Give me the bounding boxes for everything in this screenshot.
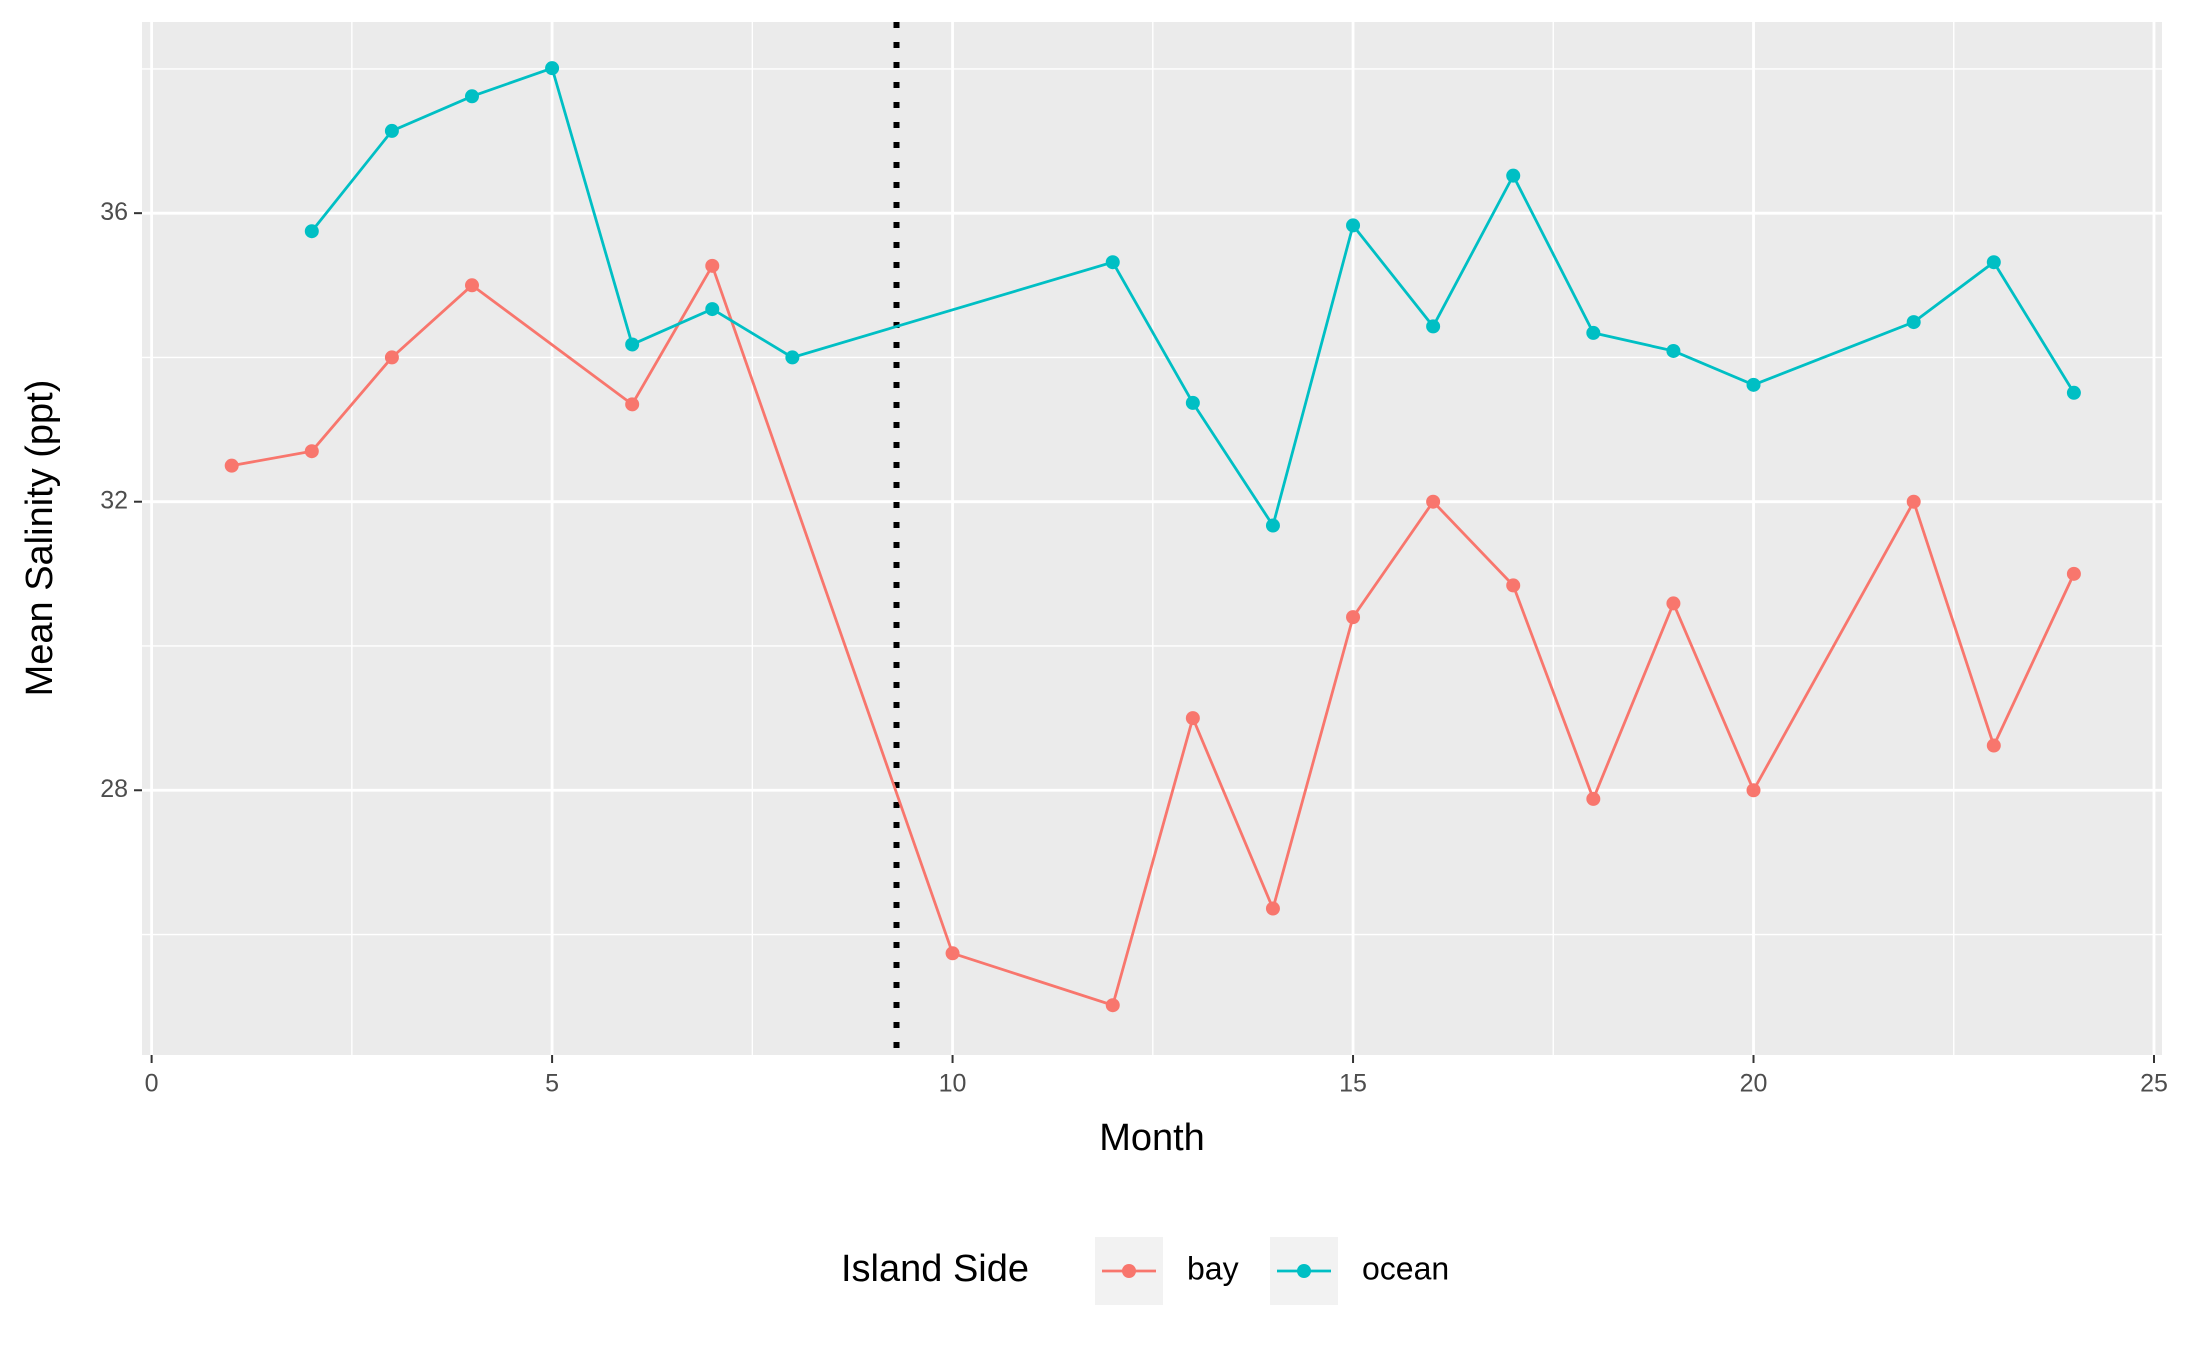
data-point — [785, 350, 800, 365]
x-tick-label: 20 — [1740, 1070, 1768, 1098]
x-tick-label: 5 — [545, 1070, 559, 1098]
data-point — [1506, 578, 1521, 593]
data-point — [945, 946, 960, 961]
data-point — [464, 278, 479, 293]
data-point — [625, 397, 640, 412]
data-point — [1346, 218, 1361, 233]
data-point — [1906, 494, 1921, 509]
data-point — [625, 337, 640, 352]
data-point — [1586, 325, 1601, 340]
data-point — [1105, 255, 1120, 270]
y-tick-label: 28 — [100, 775, 128, 803]
data-point — [1986, 738, 2001, 753]
legend-marker — [1297, 1264, 1311, 1278]
data-point — [304, 224, 319, 239]
data-point — [1426, 494, 1441, 509]
y-axis-title: Mean Salinity (ppt) — [19, 380, 61, 697]
legend-marker — [1122, 1264, 1136, 1278]
data-point — [705, 258, 720, 273]
data-point — [1666, 343, 1681, 358]
data-point — [1265, 901, 1280, 916]
data-point — [2066, 566, 2081, 581]
plot-panel — [142, 22, 2162, 1055]
data-point — [1185, 395, 1200, 410]
data-point — [384, 350, 399, 365]
data-point — [1746, 783, 1761, 798]
data-point — [464, 89, 479, 104]
data-point — [224, 458, 239, 473]
data-point — [1426, 319, 1441, 334]
data-point — [1185, 711, 1200, 726]
legend-label: bay — [1187, 1250, 1239, 1286]
data-point — [1906, 315, 1921, 330]
data-point — [1746, 377, 1761, 392]
data-point — [384, 123, 399, 138]
data-point — [1346, 610, 1361, 625]
data-point — [1265, 518, 1280, 533]
legend-label: ocean — [1362, 1250, 1449, 1286]
x-tick-label: 10 — [939, 1070, 967, 1098]
data-point — [545, 61, 560, 76]
data-point — [1986, 255, 2001, 270]
data-point — [705, 302, 720, 317]
y-tick-label: 32 — [100, 486, 128, 514]
data-point — [304, 444, 319, 459]
x-tick-label: 0 — [145, 1070, 159, 1098]
data-point — [1586, 791, 1601, 806]
x-tick-label: 15 — [1339, 1070, 1367, 1098]
x-tick-label: 25 — [2140, 1070, 2168, 1098]
data-point — [2066, 385, 2081, 400]
legend-title: Island Side — [841, 1248, 1029, 1290]
data-point — [1666, 596, 1681, 611]
y-tick-label: 36 — [100, 198, 128, 226]
x-axis-title: Month — [1099, 1117, 1205, 1159]
data-point — [1506, 168, 1521, 183]
data-point — [1105, 998, 1120, 1013]
